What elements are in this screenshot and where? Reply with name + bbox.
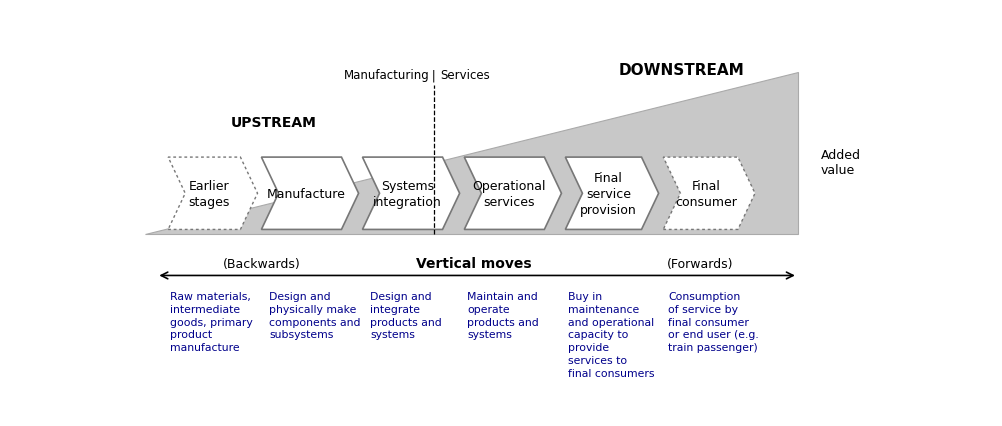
Text: Final
service
provision: Final service provision xyxy=(579,171,636,216)
Text: Design and
physically make
components and
subsystems: Design and physically make components an… xyxy=(269,291,361,340)
Polygon shape xyxy=(362,158,459,230)
Text: Buy in
maintenance
and operational
capacity to
provide
services to
final consume: Buy in maintenance and operational capac… xyxy=(568,291,654,378)
Text: Consumption
of service by
final consumer
or end user (e.g.
train passenger): Consumption of service by final consumer… xyxy=(667,291,758,352)
Text: Added
value: Added value xyxy=(821,149,861,177)
Text: UPSTREAM: UPSTREAM xyxy=(230,116,316,130)
Polygon shape xyxy=(168,158,258,230)
Text: Manufacturing: Manufacturing xyxy=(344,69,430,82)
Polygon shape xyxy=(144,72,797,235)
Text: Design and
integrate
products and
systems: Design and integrate products and system… xyxy=(370,291,442,340)
Polygon shape xyxy=(262,158,359,230)
Polygon shape xyxy=(662,158,755,230)
Text: Vertical moves: Vertical moves xyxy=(416,256,531,270)
Polygon shape xyxy=(565,158,658,230)
Text: Operational
services: Operational services xyxy=(472,179,546,208)
Text: Manufacture: Manufacture xyxy=(267,187,346,200)
Text: Earlier
stages: Earlier stages xyxy=(188,179,229,208)
Polygon shape xyxy=(464,158,561,230)
Text: Services: Services xyxy=(440,69,489,82)
Text: DOWNSTREAM: DOWNSTREAM xyxy=(617,63,743,78)
Text: Maintain and
operate
products and
systems: Maintain and operate products and system… xyxy=(467,291,539,340)
Text: (Backwards): (Backwards) xyxy=(222,257,300,270)
Text: Raw materials,
intermediate
goods, primary
product
manufacture: Raw materials, intermediate goods, prima… xyxy=(169,291,253,352)
Text: Final
consumer: Final consumer xyxy=(674,179,735,208)
Text: |: | xyxy=(428,69,439,82)
Text: Systems
integration: Systems integration xyxy=(373,179,442,208)
Text: (Forwards): (Forwards) xyxy=(666,257,733,270)
